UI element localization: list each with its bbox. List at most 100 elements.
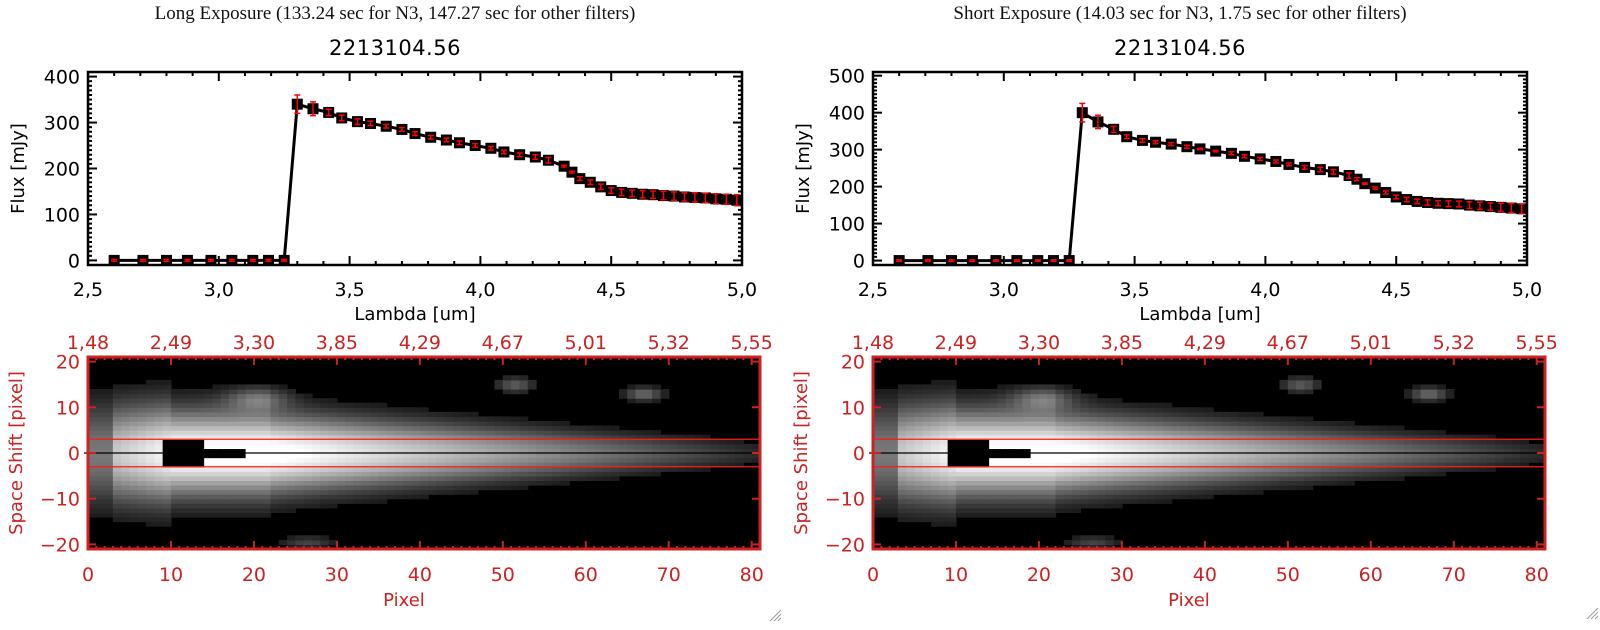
image-pixel	[295, 439, 305, 445]
image-pixel	[881, 462, 891, 468]
image-pixel	[914, 517, 924, 523]
image-pixel	[287, 453, 297, 459]
image-pixel	[262, 416, 272, 422]
image-pixel	[536, 421, 545, 427]
image-pixel	[1022, 448, 1032, 454]
image-pixel	[989, 439, 999, 445]
image-pixel	[1287, 448, 1297, 454]
image-pixel	[873, 443, 882, 450]
image-pixel	[1412, 457, 1422, 463]
image-pixel	[1146, 457, 1156, 463]
image-pixel	[394, 421, 404, 427]
image-pixel	[1271, 466, 1281, 472]
y-tick-label: 20	[841, 352, 865, 374]
image-pixel	[881, 475, 891, 482]
image-pixel	[1022, 411, 1032, 418]
image-pixel	[1038, 439, 1048, 445]
image-pixel	[262, 466, 272, 472]
image-pixel	[287, 485, 297, 491]
image-pixel	[212, 384, 222, 390]
image-pixel	[345, 480, 355, 486]
image-pixel	[1097, 416, 1106, 422]
image-pixel	[1005, 489, 1015, 495]
image-pixel	[544, 471, 554, 477]
image-pixel	[328, 489, 338, 495]
image-pixel	[873, 507, 882, 514]
image-pixel	[536, 439, 545, 445]
image-pixel	[1030, 462, 1040, 468]
image-pixel	[1171, 443, 1181, 450]
image-pixel	[336, 471, 346, 477]
image-pixel	[1146, 411, 1156, 418]
image-pixel	[1072, 389, 1082, 395]
image-pixel	[320, 421, 330, 427]
image-pixel	[253, 398, 263, 404]
image-pixel	[187, 466, 197, 472]
image-pixel	[1503, 453, 1513, 459]
image-pixel	[1055, 384, 1065, 390]
image-pixel	[955, 389, 965, 395]
image-pixel	[1163, 480, 1173, 486]
image-pixel	[569, 448, 579, 454]
image-pixel	[229, 425, 238, 431]
image-pixel	[972, 398, 982, 404]
image-pixel	[1138, 457, 1148, 463]
image-pixel	[1080, 453, 1090, 459]
image-pixel	[1403, 389, 1413, 395]
image-pixel	[1420, 466, 1430, 472]
image-pixel	[403, 411, 413, 418]
image-pixel	[278, 416, 288, 422]
image-pixel	[336, 411, 346, 418]
image-pixel	[677, 439, 686, 445]
image-pixel	[881, 485, 891, 491]
image-pixel	[320, 416, 330, 422]
image-pixel	[312, 398, 321, 404]
image-pixel	[947, 471, 957, 477]
image-pixel	[295, 416, 305, 422]
image-pixel	[1022, 489, 1032, 495]
image-pixel	[1204, 466, 1214, 472]
image-pixel	[1428, 439, 1438, 445]
image-pixel	[386, 407, 396, 413]
image-pixel	[303, 421, 313, 427]
image-pixel	[1204, 462, 1214, 468]
image-pixel	[469, 485, 479, 491]
image-pixel	[906, 494, 916, 500]
image-pixel	[212, 407, 222, 413]
image-pixel	[947, 416, 957, 422]
image-pixel	[1088, 503, 1098, 509]
image-pixel	[668, 443, 678, 450]
image-pixel	[1097, 439, 1106, 445]
image-pixel	[278, 443, 288, 450]
resize-handle-icon[interactable]	[1585, 606, 1599, 620]
image-pixel	[1080, 439, 1090, 445]
image-pixel	[1105, 421, 1115, 427]
image-pixel	[278, 489, 288, 495]
image-pixel	[245, 389, 255, 395]
image-pixel	[278, 393, 288, 399]
resize-handle-icon[interactable]	[768, 608, 782, 622]
image-pixel	[162, 498, 172, 504]
image-pixel	[660, 448, 670, 454]
image-pixel	[1204, 443, 1214, 450]
image-pixel	[939, 489, 949, 495]
image-pixel	[602, 434, 612, 440]
image-pixel	[569, 453, 579, 459]
image-pixel	[444, 453, 454, 459]
image-pixel	[511, 443, 521, 450]
image-pixel	[370, 439, 379, 445]
image-pixel	[939, 471, 949, 477]
image-pixel	[220, 466, 230, 472]
image-pixel	[1155, 466, 1164, 472]
image-pixel	[345, 466, 355, 472]
image-pixel	[162, 439, 172, 445]
image-pixel	[336, 462, 346, 468]
image-pixel	[270, 489, 280, 495]
image-pixel	[477, 480, 487, 486]
image-pixel	[328, 425, 338, 431]
image-pixel	[154, 453, 164, 459]
image-pixel	[1038, 485, 1048, 491]
image-pixel	[897, 407, 907, 413]
image-pixel	[1047, 407, 1057, 413]
image-pixel	[270, 485, 280, 491]
